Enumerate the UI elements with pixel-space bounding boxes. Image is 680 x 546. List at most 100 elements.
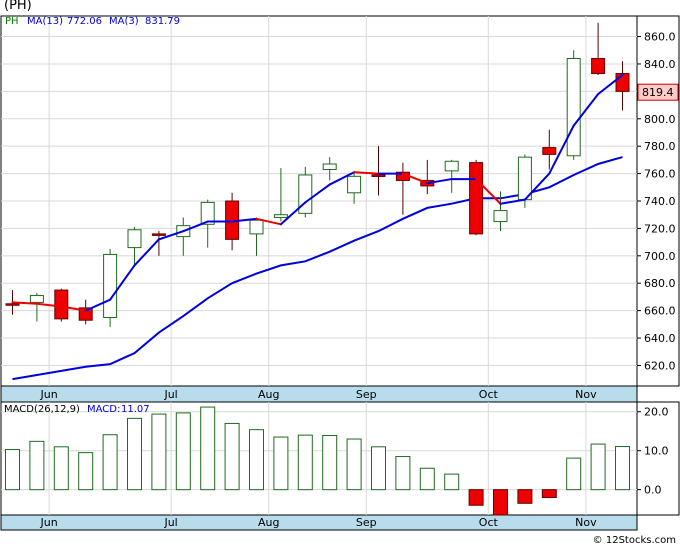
price-tick-label: 620.0 — [644, 359, 676, 372]
macd-bar — [419, 467, 435, 491]
ma3-segment — [572, 93, 600, 127]
macd-legend-value: 11.07 — [121, 404, 150, 415]
macd-title: MACD(26,12,9) — [4, 404, 80, 415]
candle-body — [5, 303, 20, 306]
month-label: Sep — [356, 388, 377, 401]
price-tick-label: 780.0 — [644, 140, 676, 153]
candle — [542, 129, 557, 170]
macd-date-axis: Jun Jul Aug Sep Oct Nov — [40, 516, 598, 529]
candle — [591, 22, 606, 75]
candle-body — [444, 160, 459, 172]
macd-bar — [468, 489, 484, 506]
month-label: Jul — [163, 516, 177, 529]
macd-tick-label: 20.0 — [644, 406, 669, 419]
candle-body — [322, 163, 337, 170]
ma3-segment — [157, 230, 185, 241]
ma3-segment — [11, 301, 38, 305]
macd-bar — [566, 457, 582, 491]
price-tick-label: 800.0 — [644, 113, 676, 126]
candle — [273, 168, 288, 222]
price-tick-label: 640.0 — [644, 332, 676, 345]
macd-date-strip — [0, 514, 638, 531]
candle — [54, 288, 69, 322]
macd-bar — [517, 489, 533, 504]
ma3-segment — [523, 172, 551, 201]
ma3-segment — [401, 172, 429, 185]
candle-body — [566, 57, 581, 157]
month-label: Oct — [479, 516, 499, 529]
ma3-line — [11, 73, 624, 312]
candle-body — [29, 295, 44, 303]
macd-bar — [590, 443, 606, 491]
price-tick-label: 660.0 — [644, 305, 676, 318]
month-label: Nov — [575, 388, 597, 401]
ma3-segment — [109, 264, 136, 301]
ma3-segment — [60, 305, 87, 312]
price-date-axis: Jun Jul Aug Sep Oct Nov — [40, 388, 598, 401]
macd-bar — [493, 489, 508, 516]
candle-body — [493, 210, 508, 223]
ma3-segment — [304, 183, 331, 204]
chart-frame — [0, 15, 680, 531]
macd-bar — [53, 446, 69, 491]
ma3-segment — [548, 124, 575, 175]
macd-bar — [200, 406, 216, 491]
price-legend: (PH) PH MA(13) 772.06 MA(3) 831.79 — [4, 0, 180, 27]
macd-bar — [346, 438, 362, 491]
macd-bar — [102, 434, 118, 491]
ma3-segment — [353, 171, 380, 175]
candle-body — [469, 162, 484, 235]
month-label: Aug — [258, 388, 279, 401]
macd-bar — [444, 473, 460, 491]
candle — [371, 146, 386, 196]
macd-bar — [273, 436, 289, 491]
price-tick-label: 700.0 — [644, 250, 676, 263]
legend-ma3-label: MA(3) — [109, 16, 139, 27]
candle — [566, 50, 581, 160]
macd-bar — [322, 435, 338, 491]
month-label: Oct — [479, 388, 499, 401]
legend-ma3-value: 831.79 — [145, 16, 180, 27]
legend-ticker: PH — [5, 16, 19, 27]
candle-body — [249, 219, 264, 235]
macd-bar — [29, 440, 45, 491]
price-tick-label: 720.0 — [644, 222, 676, 235]
candle-body — [151, 233, 166, 236]
macd-bar — [175, 412, 191, 491]
candle-body — [615, 73, 630, 92]
legend-ma13-label: MA(13) — [27, 16, 63, 27]
macd-bar — [297, 434, 313, 491]
macd-bar — [615, 446, 630, 491]
macd-tick-label: 0.0 — [644, 484, 662, 497]
candle — [249, 217, 264, 256]
macd-bar — [5, 449, 20, 491]
last-price-box — [637, 83, 679, 101]
month-label: Jul — [163, 388, 177, 401]
ma3-segment — [255, 217, 282, 226]
candlesticks — [5, 22, 630, 328]
macd-bar — [541, 489, 557, 498]
ma3-segment — [279, 201, 307, 226]
macd-axis: 0.0 10.0 20.0 — [637, 406, 669, 497]
price-tick-label: 680.0 — [644, 277, 676, 290]
ma3-segment — [35, 302, 63, 308]
macd-bar — [249, 429, 264, 491]
chart-title: (PH) — [4, 0, 32, 13]
ma3-segment — [84, 298, 112, 312]
month-label: Jun — [40, 388, 58, 401]
last-price-label: 819.4 — [642, 86, 674, 99]
macd-bar — [224, 422, 240, 491]
macd-tick-label: 10.0 — [644, 445, 669, 458]
ma3-segment — [328, 171, 356, 186]
macd-bar — [78, 452, 94, 491]
candle-body — [517, 156, 532, 201]
candle — [444, 159, 459, 193]
candle — [151, 231, 166, 256]
price-tick-label: 740.0 — [644, 195, 676, 208]
candle-body — [542, 147, 557, 155]
ma3-segment — [475, 178, 502, 205]
price-tick-label: 840.0 — [644, 58, 676, 71]
macd-bar — [151, 413, 167, 491]
